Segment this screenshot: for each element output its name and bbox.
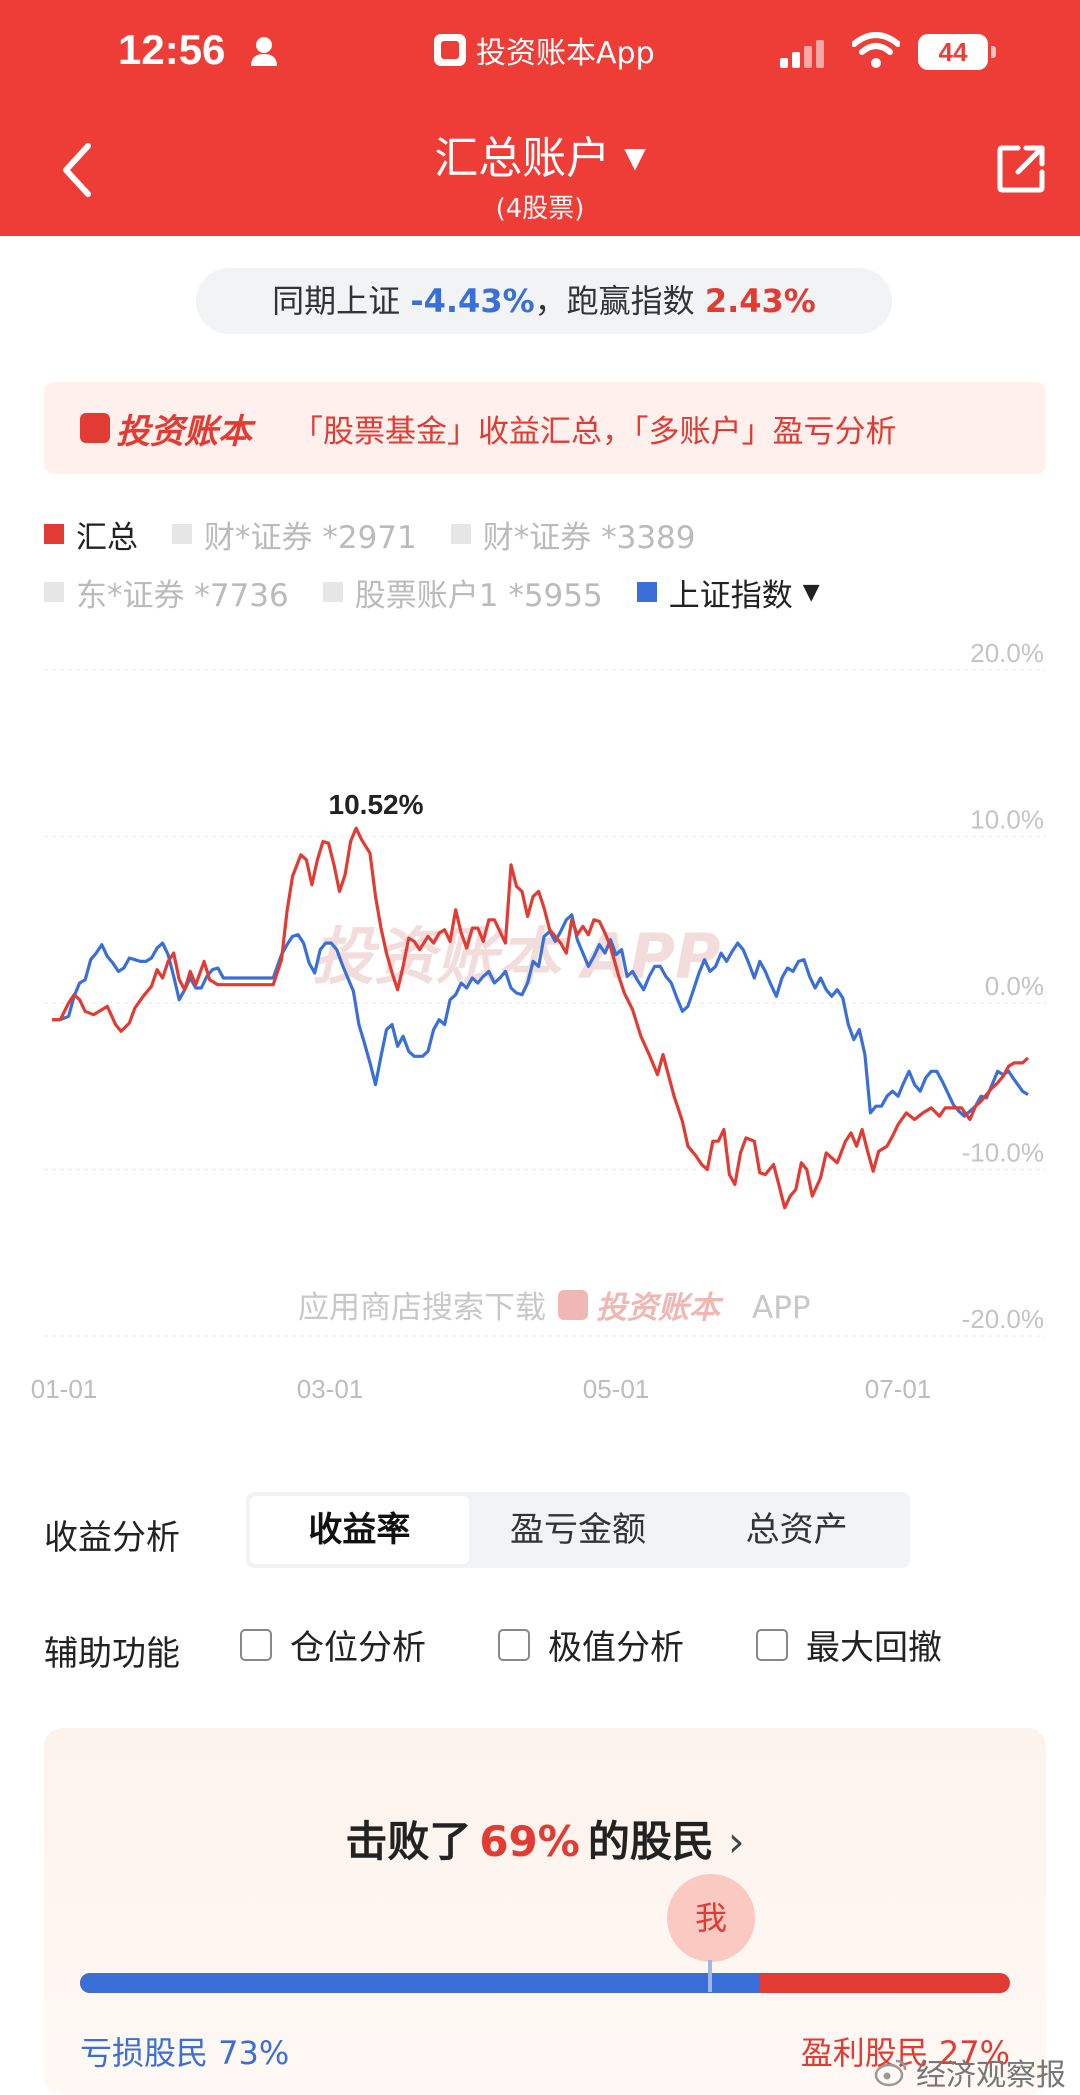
brand-logo-icon [80,413,110,443]
series-line-summary [52,828,1028,1208]
legend-swatch [44,524,64,544]
battery-indicator: 44 [918,34,988,70]
ranking-card[interactable]: 击败了 69% 的股民 › 我 亏损股民 73% 盈利股民 27% [44,1728,1046,2095]
weibo-icon [874,2057,908,2087]
chart-footer-note: 应用商店搜索下载 投资账本 APP [298,1290,811,1326]
tab-return-rate[interactable]: 收益率 [250,1496,469,1564]
checkbox-box[interactable] [240,1629,272,1661]
footer-logo-icon [558,1290,588,1320]
checkbox-label: 仓位分析 [290,1620,426,1669]
y-tick-label: -20.0% [962,1304,1044,1334]
legend-item-account-7736[interactable]: 东*证券 *7736 [44,570,289,615]
legend-label: 财*证券 *3389 [483,512,696,557]
analysis-label: 收益分析 [44,1510,180,1559]
legend-label: 股票账户1 *5955 [355,570,603,615]
x-tick-label: 03-01 [297,1374,364,1404]
share-icon[interactable] [996,144,1046,194]
app-indicator: 投资账本App [434,28,655,72]
index-comparison: 同期上证 -4.43%，跑赢指数 2.43% [196,268,892,334]
legend-swatch [172,524,192,544]
index-change: -4.43% [410,282,534,320]
account-selector[interactable]: 汇总账户 ▼ [0,122,1080,186]
wifi-icon [852,32,900,70]
y-tick-label: 0.0% [985,971,1044,1001]
analysis-tabs: 收益率 盈亏金额 总资产 [246,1492,910,1568]
app-name: 投资账本App [476,28,655,72]
ranking-suffix: 的股民 [588,1817,714,1866]
peak-value-label: 10.52% [329,789,424,820]
app-header: 12:56 投资账本App 44 汇总账户 ▼ (4股票) [0,0,1080,236]
dropdown-caret-icon: ▼ [624,141,646,174]
tab-profit-amount[interactable]: 盈亏金额 [469,1496,688,1564]
promo-banner[interactable]: 投资账本 「股票基金」收益汇总，「多账户」盈亏分析 [44,382,1046,474]
chart-legend: 汇总 财*证券 *2971 财*证券 *3389 东*证券 *7736 股票账户… [44,505,1044,621]
legend-item-account-5955[interactable]: 股票账户1 *5955 [323,570,603,615]
legend-swatch [451,524,471,544]
y-tick-label: 10.0% [970,805,1044,835]
footer-brand-text: 投资账本 [596,1290,724,1326]
status-time: 12:56 [118,26,225,74]
legend-label: 汇总 [76,512,138,557]
y-tick-label: -10.0% [962,1138,1044,1168]
tab-total-assets[interactable]: 总资产 [687,1496,906,1564]
max-drawdown-checkbox[interactable]: 最大回撤 [756,1620,942,1669]
loss-investors-label: 亏损股民 73% [80,2028,289,2074]
outperform-value: 2.43% [705,282,816,320]
legend-swatch [44,582,64,602]
legend-item-summary[interactable]: 汇总 [44,512,138,557]
legend-swatch [637,582,657,602]
x-tick-label: 01-01 [31,1374,98,1404]
aux-options: 仓位分析 极值分析 最大回撤 [240,1620,1014,1669]
chevron-right-icon: › [728,1817,745,1866]
legend-label: 财*证券 *2971 [204,512,417,557]
app-logo-icon [434,34,466,66]
position-analysis-checkbox[interactable]: 仓位分析 [240,1620,426,1669]
me-marker-tick [708,1960,712,1992]
banner-slogan: 「股票基金」收益汇总，「多账户」盈亏分析 [292,406,897,451]
legend-item-account-2971[interactable]: 财*证券 *2971 [172,512,417,557]
banner-brand-name: 投资账本 [116,404,252,453]
banner-brand: 投资账本 [80,404,252,453]
compare-prefix: 同期上证 [272,282,400,320]
chart-series [52,828,1028,1208]
ranking-percent: 69% [479,1817,580,1866]
chart-watermark: 投资账本 APP [312,920,720,993]
x-tick-label: 07-01 [865,1374,932,1404]
index-dropdown-icon: ▼ [803,580,820,605]
person-icon [250,36,278,66]
ranking-bar [80,1973,1010,1993]
aux-label: 辅助功能 [44,1626,180,1675]
loss-share-bar [80,1973,759,1993]
ranking-title: 击败了 69% 的股民 › [44,1808,1046,1869]
footer-note-text: 应用商店搜索下载 [298,1290,546,1326]
legend-item-sse-index[interactable]: 上证指数 ▼ [637,570,820,615]
page-subtitle: (4股票) [0,188,1080,225]
checkbox-box[interactable] [498,1629,530,1661]
source-watermark: 经济观察报 [874,2050,1066,2094]
legend-item-account-3389[interactable]: 财*证券 *3389 [451,512,696,557]
page-title: 汇总账户 [434,133,610,184]
x-tick-label: 05-01 [583,1374,650,1404]
checkbox-label: 最大回撤 [806,1620,942,1669]
me-marker: 我 [667,1874,755,1962]
source-name: 经济观察报 [916,2050,1066,2094]
legend-swatch [323,582,343,602]
compare-mid: ，跑赢指数 [535,282,695,320]
legend-label: 上证指数 [669,570,793,615]
ranking-prefix: 击败了 [345,1817,471,1866]
signal-icon [780,38,826,68]
footer-app-text: APP [752,1290,811,1326]
checkbox-label: 极值分析 [548,1620,684,1669]
extreme-analysis-checkbox[interactable]: 极值分析 [498,1620,684,1669]
returns-line-chart: 20.0% 10.0% 0.0% -10.0% -20.0% 01-01 03-01 05-0… [0,640,1080,1420]
y-tick-label: 20.0% [970,640,1044,668]
checkbox-box[interactable] [756,1629,788,1661]
legend-label: 东*证券 *7736 [76,570,289,615]
